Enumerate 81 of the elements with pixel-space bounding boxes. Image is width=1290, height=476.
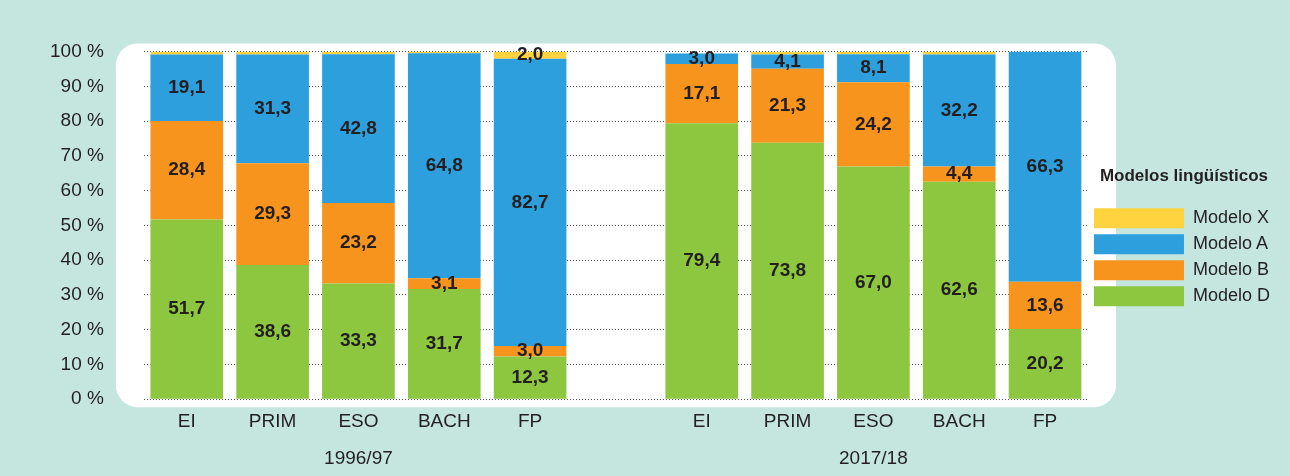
x-tick-label: FP	[1032, 409, 1058, 431]
y-tick-label: 40 %	[60, 248, 104, 270]
y-tick-label: 90 %	[60, 74, 104, 96]
data-label: 23,2	[339, 231, 377, 253]
data-label: 3,0	[516, 339, 544, 361]
text: 1996/97	[324, 447, 393, 469]
bar	[1008, 51, 1082, 282]
data-label: 31,7	[425, 332, 463, 354]
bar	[837, 82, 910, 167]
y-tick-label: 20 %	[60, 317, 104, 339]
data-label: 67,0	[854, 270, 892, 292]
bar	[150, 51, 224, 55]
legend-title: Modelos lingüísticos	[1099, 165, 1269, 185]
bar	[236, 54, 309, 164]
x-tick-label: PRIM	[248, 409, 297, 431]
y-tick-label: 70 %	[60, 144, 104, 166]
x-tick-label: EI	[177, 409, 196, 431]
data-label: 38,6	[254, 320, 292, 342]
data-label: 73,8	[769, 258, 807, 280]
data-label: 28,4	[168, 158, 206, 180]
y-tick-label: 50 %	[60, 213, 104, 235]
bar	[236, 265, 309, 399]
y-tick-label: 80 %	[60, 109, 104, 131]
text: 2017/18	[839, 447, 908, 469]
legend-label: Modelo A	[1192, 233, 1269, 254]
bar	[150, 219, 224, 399]
data-label: 66,3	[1026, 154, 1064, 176]
bar	[751, 68, 824, 143]
y-tick-label: 60 %	[60, 178, 104, 200]
bar	[150, 120, 224, 220]
data-label: 3,1	[431, 271, 458, 293]
bar	[751, 51, 824, 55]
data-label: 4,4	[946, 162, 973, 184]
data-label: 51,7	[168, 297, 206, 319]
data-label: 20,2	[1026, 352, 1064, 374]
bar	[236, 51, 309, 55]
bar	[665, 123, 739, 399]
bar	[322, 283, 395, 399]
data-label: 33,3	[339, 329, 377, 351]
data-label: 79,4	[683, 249, 721, 271]
data-label: 21,3	[769, 94, 807, 116]
bar	[236, 163, 309, 266]
data-label: 12,3	[511, 365, 549, 387]
y-tick-label: 0 %	[71, 387, 104, 409]
bar	[322, 54, 395, 203]
data-label: 29,3	[254, 202, 292, 224]
data-label: 31,3	[254, 97, 292, 119]
data-label: 32,2	[940, 98, 978, 120]
data-label: 42,8	[339, 116, 377, 138]
x-tick-label: PRIM	[763, 409, 812, 431]
bar	[922, 51, 996, 55]
bar	[837, 166, 910, 399]
bar	[322, 202, 395, 284]
bar	[837, 54, 910, 83]
legend-label: Modelo X	[1192, 207, 1270, 228]
data-label: 62,6	[940, 278, 978, 300]
bar	[922, 181, 996, 399]
bar	[1008, 281, 1082, 330]
x-tick-label: BACH	[417, 409, 471, 431]
data-label: 8,1	[860, 56, 888, 78]
y-tick-label: 30 %	[60, 283, 104, 305]
bar	[150, 54, 224, 121]
x-tick-label: ESO	[338, 409, 379, 431]
data-label: 4,1	[774, 49, 802, 71]
data-label: 13,6	[1026, 293, 1064, 315]
bar	[922, 54, 996, 167]
y-tick-label: 10 %	[60, 352, 104, 374]
x-tick-label: FP	[517, 409, 543, 431]
legend-label: Modelo B	[1192, 259, 1270, 280]
data-label: 17,1	[683, 81, 721, 103]
data-label: 24,2	[854, 112, 892, 134]
data-label: 82,7	[511, 190, 549, 212]
bar	[1008, 329, 1082, 399]
bar	[751, 142, 824, 399]
data-label: 64,8	[425, 153, 463, 175]
x-tick-label: ESO	[853, 409, 894, 431]
x-tick-label: EI	[692, 409, 711, 431]
y-tick-label: 100 %	[50, 39, 104, 61]
x-tick-label: BACH	[932, 409, 986, 431]
legend-label: Modelo D	[1192, 285, 1271, 306]
data-label: 19,1	[168, 75, 206, 97]
